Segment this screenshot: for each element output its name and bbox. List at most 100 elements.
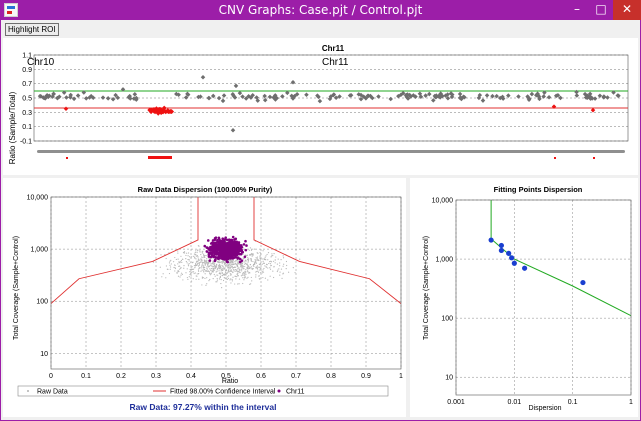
raw-data-point bbox=[195, 262, 197, 265]
raw-data-point bbox=[176, 271, 178, 274]
chr11-data-point bbox=[240, 248, 244, 252]
raw-data-point bbox=[201, 259, 203, 261]
raw-data-point bbox=[180, 267, 182, 270]
highlight-roi-button[interactable]: Highlight ROI bbox=[5, 23, 59, 36]
raw-data-point bbox=[266, 253, 268, 256]
raw-data-point bbox=[237, 283, 239, 285]
raw-data-point bbox=[205, 263, 207, 265]
raw-data-point bbox=[234, 270, 236, 272]
chr11-data-point bbox=[208, 259, 212, 262]
raw-data-point bbox=[250, 276, 252, 279]
raw-data-point bbox=[253, 265, 255, 268]
fitting-dispersion-chart[interactable]: Fitting Points Dispersion Total Coverage… bbox=[410, 178, 638, 417]
chr11-data-point bbox=[209, 242, 213, 245]
raw-data-point bbox=[252, 267, 254, 270]
raw-data-point bbox=[178, 261, 180, 263]
raw-data-point bbox=[216, 269, 218, 271]
close-button[interactable]: ✕ bbox=[613, 0, 641, 20]
raw-data-point bbox=[270, 265, 272, 267]
data-point bbox=[71, 96, 77, 102]
raw-data-point bbox=[272, 260, 275, 262]
raw-data-point bbox=[214, 275, 216, 277]
raw-data-point bbox=[274, 259, 276, 261]
raw-data-point bbox=[223, 267, 225, 269]
raw-data-point bbox=[189, 271, 191, 273]
raw-data-point bbox=[181, 273, 184, 276]
raw-data-point bbox=[288, 271, 290, 273]
raw-data-point bbox=[273, 265, 275, 268]
raw-data-point bbox=[177, 270, 179, 272]
raw-data-point bbox=[219, 273, 221, 275]
raw-data-point bbox=[225, 274, 227, 276]
raw-dispersion-chart[interactable]: Raw Data Dispersion (100.00% Purity) Tot… bbox=[3, 178, 406, 417]
chr11-data-point bbox=[216, 244, 220, 248]
raw-data-point bbox=[210, 263, 212, 265]
chr11-data-point bbox=[242, 243, 246, 246]
raw-data-point bbox=[175, 258, 177, 261]
raw-data-point bbox=[260, 267, 262, 269]
chr11-data-point bbox=[223, 242, 227, 245]
disp-x-tick-label: 1 bbox=[399, 373, 403, 380]
chr11-data-point bbox=[216, 256, 220, 259]
raw-data-point bbox=[169, 266, 172, 268]
raw-data-point bbox=[209, 269, 212, 271]
raw-data-point bbox=[206, 260, 208, 262]
raw-data-point bbox=[194, 251, 196, 254]
raw-data-point bbox=[203, 255, 205, 258]
raw-data-point bbox=[248, 267, 251, 269]
raw-data-point bbox=[210, 273, 212, 275]
raw-data-point bbox=[226, 272, 228, 275]
chr11-data-point bbox=[235, 240, 239, 244]
chromosome-chart[interactable]: Chr11 Ratio (Sample/Total) Chr10 Chr11 1… bbox=[3, 38, 638, 175]
raw-data-point bbox=[209, 272, 211, 275]
data-point bbox=[210, 93, 216, 99]
raw-data-point bbox=[189, 256, 191, 258]
raw-data-point bbox=[244, 275, 246, 277]
raw-data-point bbox=[214, 263, 216, 265]
raw-data-point bbox=[195, 250, 197, 252]
maximize-button[interactable]: □ bbox=[595, 2, 607, 16]
chr-y-tick-label: 0.1 bbox=[22, 124, 32, 131]
raw-data-point bbox=[196, 273, 198, 275]
raw-data-point bbox=[193, 256, 196, 258]
data-point bbox=[240, 94, 245, 99]
raw-data-point bbox=[183, 265, 185, 267]
raw-data-point bbox=[224, 271, 227, 273]
raw-data-point bbox=[276, 263, 279, 265]
app-icon bbox=[4, 3, 18, 17]
chr11-data-point bbox=[210, 252, 214, 256]
chr11-data-point bbox=[233, 242, 237, 245]
raw-data-point bbox=[201, 256, 203, 258]
raw-data-point bbox=[268, 262, 270, 265]
chr11-data-point bbox=[245, 244, 248, 247]
raw-data-point bbox=[197, 265, 200, 267]
raw-data-point bbox=[204, 261, 206, 263]
raw-data-point bbox=[205, 262, 207, 264]
raw-data-point bbox=[231, 259, 233, 261]
raw-data-point bbox=[242, 274, 244, 276]
data-point bbox=[494, 93, 499, 99]
raw-data-point bbox=[226, 265, 228, 267]
raw-data-point bbox=[246, 270, 249, 272]
chr11-data-point bbox=[207, 255, 211, 258]
minimize-button[interactable]: – bbox=[574, 2, 580, 16]
disp-x-tick-label: 0.9 bbox=[361, 373, 371, 380]
disp-x-tick-label: 0.5 bbox=[221, 373, 231, 380]
raw-data-point bbox=[204, 255, 206, 257]
raw-data-point bbox=[258, 275, 260, 277]
chr-y-tick-label: 0.3 bbox=[22, 110, 32, 117]
raw-data-point bbox=[183, 251, 186, 253]
chr11-data-point bbox=[233, 256, 236, 259]
chr11-data-point bbox=[234, 237, 238, 241]
raw-data-point bbox=[232, 276, 234, 278]
raw-data-point bbox=[195, 258, 197, 260]
raw-data-point bbox=[174, 270, 176, 272]
raw-data-point bbox=[234, 266, 237, 268]
raw-data-point bbox=[263, 267, 265, 270]
raw-data-point bbox=[194, 264, 197, 266]
raw-data-point bbox=[193, 272, 195, 275]
raw-data-point bbox=[240, 265, 242, 267]
raw-data-point bbox=[276, 270, 278, 273]
raw-data-point bbox=[226, 278, 228, 281]
data-point bbox=[176, 92, 181, 98]
